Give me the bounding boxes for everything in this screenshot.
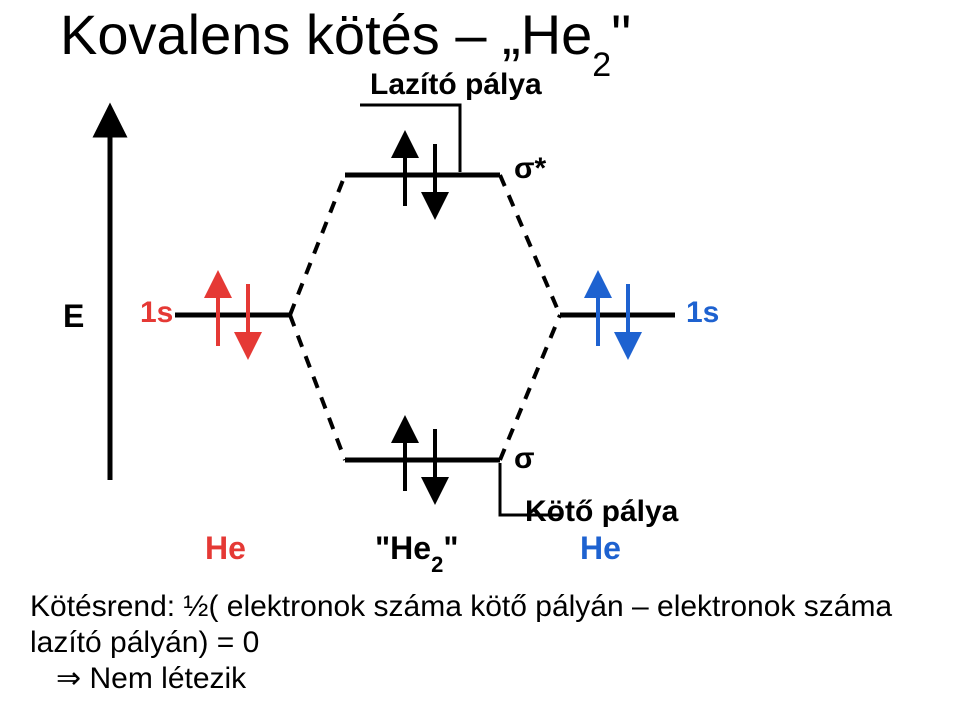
antibonding-callout-line — [360, 105, 460, 172]
correlation-line-2 — [290, 315, 345, 460]
correlation-line-1 — [500, 175, 560, 315]
mo-diagram — [0, 0, 960, 701]
slide: Kovalens kötés – „He2" Lazító pálya Kötő… — [0, 0, 960, 701]
correlation-line-0 — [290, 175, 345, 315]
correlation-line-3 — [500, 315, 560, 460]
bonding-callout-line — [500, 463, 560, 515]
